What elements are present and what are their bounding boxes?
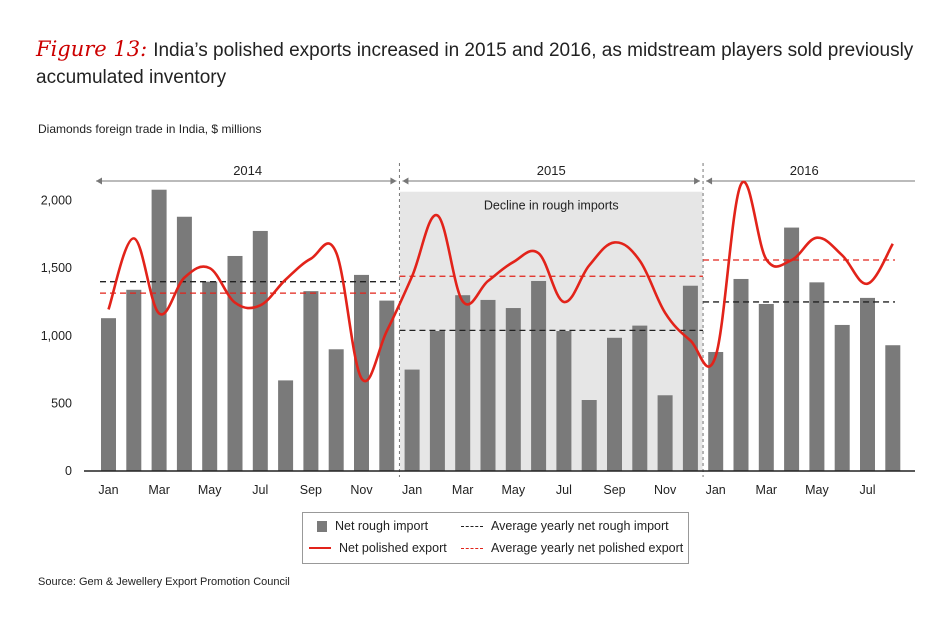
source-note: Source: Gem & Jewellery Export Promotion… — [38, 576, 290, 588]
x-tick-label: Jul — [252, 483, 268, 497]
y-tick-label: 1,500 — [41, 261, 72, 275]
year-arrow-head-right — [694, 177, 701, 185]
bar — [429, 331, 445, 471]
bar — [176, 216, 192, 471]
chart-subtitle: Diamonds foreign trade in India, $ milli… — [38, 122, 262, 136]
y-tick-label: 2,000 — [41, 194, 72, 208]
bar — [227, 255, 243, 471]
year-arrow-head-left — [706, 177, 713, 185]
annotation-text: Decline in rough imports — [484, 199, 619, 213]
bar — [733, 278, 749, 471]
x-tick-label: Mar — [148, 483, 170, 497]
x-tick-label: Nov — [654, 483, 677, 497]
year-label: 2015 — [537, 163, 566, 178]
bar — [480, 299, 496, 471]
year-arrow-head-left — [96, 177, 102, 185]
x-tick-label: Sep — [300, 483, 322, 497]
year-label: 2016 — [790, 163, 819, 178]
x-tick-label: Nov — [350, 483, 373, 497]
x-tick-label: Jan — [98, 483, 118, 497]
x-tick-label: May — [805, 483, 829, 497]
bar — [354, 274, 369, 471]
bar — [252, 230, 268, 471]
y-tick-label: 1,000 — [41, 329, 72, 343]
bar — [682, 285, 698, 471]
bar — [101, 318, 116, 471]
legend-label-line: Net polished export — [339, 541, 447, 555]
legend-label-avg-rough: Average yearly net rough import — [491, 519, 669, 533]
y-tick-label: 500 — [51, 396, 72, 410]
bar — [885, 345, 901, 471]
bar — [834, 324, 850, 471]
x-tick-label: Mar — [452, 483, 474, 497]
bar — [303, 291, 319, 471]
bar — [607, 337, 622, 471]
bar — [505, 308, 521, 471]
x-tick-label: Mar — [756, 483, 778, 497]
year-label: 2014 — [233, 163, 262, 178]
bar — [126, 289, 142, 471]
bar — [278, 380, 294, 471]
year-arrow-head-right — [390, 177, 397, 185]
bar — [581, 400, 597, 471]
bar — [758, 303, 774, 471]
bar — [404, 369, 420, 471]
bar — [379, 300, 395, 471]
chart-title: Figure 13: India’s polished exports incre… — [36, 36, 926, 91]
x-tick-label: Jan — [706, 483, 726, 497]
legend-label-bar: Net rough import — [335, 519, 429, 533]
legend-item-avg-rough: Average yearly net rough import — [461, 519, 669, 533]
y-tick-label: 0 — [65, 464, 72, 478]
x-tick-label: Jul — [556, 483, 572, 497]
bar — [708, 351, 724, 471]
bar — [531, 280, 547, 471]
legend-swatch-avg-rough — [461, 525, 483, 527]
x-tick-label: Jan — [402, 483, 422, 497]
bar — [455, 295, 471, 471]
legend-item-bar: Net rough import — [317, 519, 428, 533]
x-tick-label: Sep — [603, 483, 625, 497]
bar — [657, 395, 673, 471]
x-tick-label: Jul — [860, 483, 876, 497]
bar — [784, 227, 800, 471]
bar — [809, 282, 825, 471]
polished-export-line — [107, 180, 894, 383]
legend-swatch-avg-polished — [461, 547, 483, 549]
figure-label: Figure 13: — [36, 37, 148, 61]
bar — [202, 281, 218, 471]
x-tick-label: May — [501, 483, 525, 497]
title-text: India’s polished exports increased in 20… — [36, 40, 914, 88]
legend-item-line: Net polished export — [309, 541, 447, 555]
bar — [860, 297, 875, 471]
legend-label-avg-polished: Average yearly net polished export — [491, 541, 684, 555]
legend: Net rough import Average yearly net roug… — [302, 512, 689, 564]
x-tick-label: May — [198, 483, 222, 497]
bar — [328, 349, 344, 471]
shaded-region — [399, 191, 703, 471]
bar — [632, 325, 648, 471]
legend-swatch-line — [309, 547, 331, 549]
legend-swatch-bar — [317, 520, 327, 532]
legend-item-avg-polished: Average yearly net polished export — [461, 541, 683, 555]
bar — [151, 189, 167, 471]
year-arrow-head-left — [402, 177, 409, 185]
bar — [556, 331, 572, 471]
